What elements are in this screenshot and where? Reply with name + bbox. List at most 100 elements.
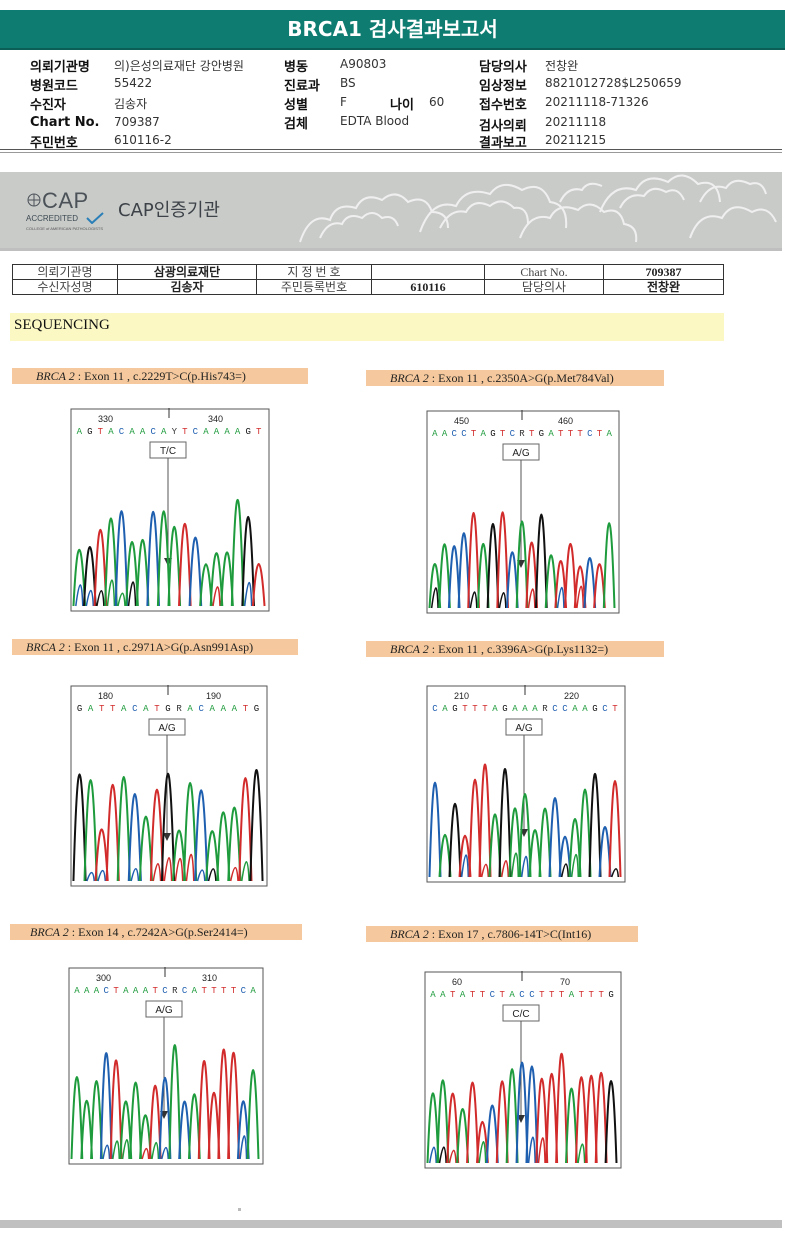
- base-letter: A: [210, 704, 216, 714]
- trace-peak: [199, 563, 213, 607]
- chromatogram-panel: BRCA 2 : Exon 14 , c.7242A>G(p.Ser2414=)…: [10, 924, 310, 1174]
- trace-peak: [528, 829, 542, 878]
- trace-peak: [545, 1072, 559, 1164]
- base-letter: T: [558, 429, 564, 439]
- base-letter: A: [77, 427, 83, 437]
- chromatogram-panel: BRCA 2 : Exon 11 , c.3396A>G(p.Lys1132=)…: [366, 641, 666, 891]
- base-letter: A: [250, 986, 256, 996]
- trace-peak: [249, 769, 264, 882]
- base-letter: A: [492, 704, 498, 714]
- trace-peak: [568, 818, 582, 878]
- trace-peak: [488, 813, 502, 878]
- position-label: 310: [202, 973, 217, 983]
- trace-peak: [112, 1140, 121, 1160]
- base-letter: A: [94, 986, 100, 996]
- trace-peak: [573, 565, 587, 609]
- trace-peak: [217, 1048, 231, 1160]
- info-label: 병동: [284, 60, 308, 75]
- base-letter: T: [462, 704, 468, 714]
- variant-description: : Exon 14 , c.7242A>G(p.Ser2414=): [68, 925, 248, 939]
- base-letter: T: [154, 704, 160, 714]
- trace-peak: [505, 551, 519, 609]
- base-letter: A: [214, 427, 220, 437]
- trace-peak: [554, 559, 568, 609]
- trace-peak: [238, 777, 253, 882]
- trace-peak: [527, 588, 536, 609]
- info-value: 610116-2: [114, 133, 172, 147]
- base-letter: A: [140, 427, 146, 437]
- base-letter: T: [110, 704, 116, 714]
- trace-peak: [243, 582, 253, 607]
- position-label: 460: [558, 416, 573, 426]
- trace-peak: [535, 1077, 549, 1164]
- base-letter: G: [87, 427, 92, 437]
- base-letter: T: [450, 990, 456, 1000]
- base-letter: C: [562, 704, 568, 714]
- base-letter: T: [201, 986, 207, 996]
- gene-name: BRCA 2: [36, 369, 75, 383]
- trace-peak: [588, 773, 602, 878]
- trace-peak: [447, 545, 461, 609]
- info-value: 20211118-71326: [545, 95, 649, 109]
- info-value: F: [340, 95, 347, 109]
- info-label: 결과보고: [479, 136, 527, 151]
- base-letter: A: [569, 990, 575, 1000]
- position-label: 210: [454, 691, 469, 701]
- trace-peak: [117, 592, 126, 607]
- trace-peak: [178, 523, 192, 607]
- variant-description: : Exon 11 , c.2229T>C(p.His743=): [74, 369, 246, 383]
- trace-peak: [457, 532, 471, 609]
- chromatogram-frame: [70, 685, 268, 887]
- info-value: 55422: [114, 76, 153, 90]
- base-letter: A: [224, 427, 230, 437]
- base-letter: G: [245, 427, 250, 437]
- base-letter: C: [198, 704, 204, 714]
- base-letter: T: [577, 429, 583, 439]
- trace-peak: [486, 522, 500, 609]
- trace-peak: [135, 538, 150, 607]
- base-letter: C: [587, 429, 593, 439]
- base-letter: A: [442, 429, 448, 439]
- trace-peak: [146, 510, 160, 607]
- table-label: 지 정 번 호: [256, 264, 372, 280]
- base-letter: R: [542, 704, 548, 714]
- info-label: 주민번호: [30, 136, 78, 151]
- base-letter: T: [500, 990, 506, 1000]
- trace-peak: [90, 1080, 103, 1160]
- trace-peak: [448, 803, 462, 878]
- trace-peak: [446, 1092, 460, 1164]
- trace-peak: [138, 815, 153, 882]
- trace-peak: [174, 857, 184, 882]
- trace-peak: [438, 1146, 447, 1164]
- trace-peak: [469, 591, 478, 609]
- trace-peak: [196, 869, 206, 882]
- trace-peak: [197, 1060, 211, 1160]
- base-letter: R: [172, 986, 178, 996]
- trace-peak: [594, 1071, 608, 1164]
- trace-peak: [209, 552, 224, 607]
- base-letter: A: [123, 986, 129, 996]
- top-margin: [0, 0, 785, 8]
- section-title: SEQUENCING: [14, 317, 110, 333]
- genotype-call: A/G: [158, 723, 175, 734]
- base-letter: G: [502, 704, 507, 714]
- variant-description: : Exon 11 , c.2971A>G(p.Asn991Asp): [64, 640, 254, 654]
- cap-logo-subtext: ACCREDITED: [26, 214, 79, 223]
- info-label: 병원코드: [30, 79, 78, 94]
- pointer-arrow: [517, 1115, 525, 1123]
- base-letter: C: [602, 704, 608, 714]
- base-letter: C: [119, 427, 125, 437]
- base-letter: A: [582, 704, 588, 714]
- base-letter: C: [193, 427, 199, 437]
- trace-peak: [604, 1080, 618, 1164]
- info-value: 60: [429, 95, 445, 109]
- trace-peak: [555, 1052, 569, 1164]
- base-letter: C: [490, 990, 496, 1000]
- table-value: 삼광의료재단: [117, 264, 257, 280]
- variant-caption: BRCA 2 : Exon 11 , c.2971A>G(p.Asn991Asp…: [12, 639, 298, 655]
- trace-peak: [109, 1059, 123, 1160]
- table-label: Chart No.: [484, 264, 604, 280]
- base-letter: G: [452, 704, 457, 714]
- trace-peak: [467, 512, 480, 609]
